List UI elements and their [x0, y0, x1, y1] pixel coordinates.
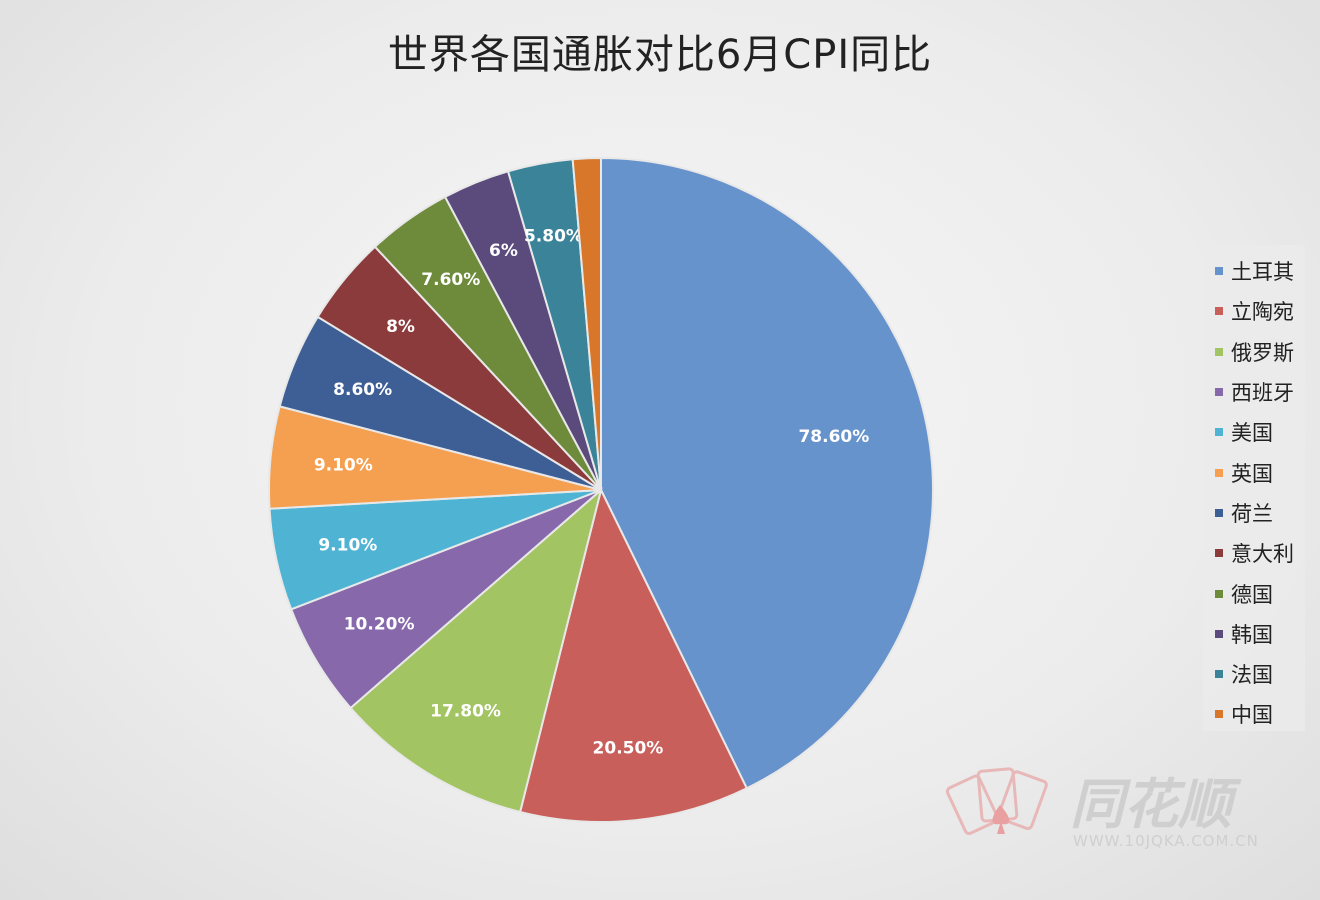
- pie-slice-俄罗斯: [349, 487, 603, 814]
- legend-item: 立陶宛: [1203, 291, 1305, 331]
- legend-item: 法国: [1203, 654, 1305, 694]
- pie-slice-土耳其: [600, 156, 934, 790]
- legend-swatch: [1215, 508, 1223, 517]
- legend-swatch: [1215, 347, 1223, 356]
- legend-item: 俄罗斯: [1203, 332, 1305, 372]
- legend-item: 西班牙: [1203, 372, 1305, 412]
- data-label: 17.80%: [430, 702, 501, 722]
- data-label: 8.60%: [333, 380, 392, 400]
- pie-slice-中国: [571, 156, 602, 491]
- data-label: 9.10%: [314, 455, 373, 475]
- data-label: 78.60%: [798, 427, 869, 447]
- legend-item: 中国: [1203, 694, 1305, 734]
- legend-label: 土耳其: [1231, 260, 1294, 285]
- watermark-url: WWW.10JQKA.COM.CN: [1073, 832, 1259, 850]
- legend-item: 意大利: [1203, 533, 1305, 573]
- legend-item: 德国: [1203, 573, 1305, 613]
- data-label: 7.60%: [421, 270, 480, 290]
- legend-item: 荷兰: [1203, 493, 1305, 533]
- legend-swatch: [1215, 307, 1223, 316]
- legend-item: 英国: [1203, 452, 1305, 492]
- data-label: 9.10%: [318, 535, 377, 555]
- watermark-logo: 同花顺 WWW.10JQKA.COM.CN: [945, 760, 1258, 850]
- legend-label: 法国: [1231, 663, 1273, 688]
- chart-title: 世界各国通胀对比6月CPI同比: [387, 32, 933, 78]
- pie-slice-立陶宛: [518, 487, 749, 823]
- data-label: 20.50%: [593, 739, 664, 759]
- legend-swatch: [1215, 589, 1223, 598]
- legend-label: 美国: [1231, 421, 1273, 446]
- legend-label: 意大利: [1231, 542, 1294, 567]
- legend-item: 土耳其: [1203, 251, 1305, 291]
- legend-swatch: [1215, 428, 1223, 437]
- legend-label: 韩国: [1231, 622, 1273, 647]
- legend: 土耳其立陶宛俄罗斯西班牙美国英国荷兰意大利德国韩国法国中国: [1203, 245, 1305, 731]
- legend-label: 德国: [1231, 582, 1273, 607]
- legend-swatch: [1215, 468, 1223, 477]
- legend-swatch: [1215, 670, 1223, 679]
- legend-item: 韩国: [1203, 614, 1305, 654]
- data-label: 6%: [489, 241, 518, 261]
- legend-swatch: [1215, 710, 1223, 719]
- legend-label: 西班牙: [1231, 381, 1294, 406]
- legend-swatch: [1215, 267, 1223, 276]
- legend-label: 英国: [1231, 461, 1273, 486]
- legend-label: 中国: [1231, 703, 1273, 728]
- data-label: 5.80%: [524, 226, 583, 246]
- legend-label: 俄罗斯: [1231, 340, 1294, 365]
- data-label: 10.20%: [344, 615, 415, 635]
- legend-label: 立陶宛: [1231, 300, 1294, 325]
- legend-swatch: [1215, 629, 1223, 638]
- data-label: 8%: [386, 317, 415, 337]
- legend-item: 美国: [1203, 412, 1305, 452]
- legend-label: 荷兰: [1231, 501, 1273, 526]
- legend-swatch: [1215, 549, 1223, 558]
- watermark-text: 同花顺: [1070, 773, 1232, 836]
- cards-logo-icon: [945, 767, 1048, 836]
- legend-swatch: [1215, 388, 1223, 397]
